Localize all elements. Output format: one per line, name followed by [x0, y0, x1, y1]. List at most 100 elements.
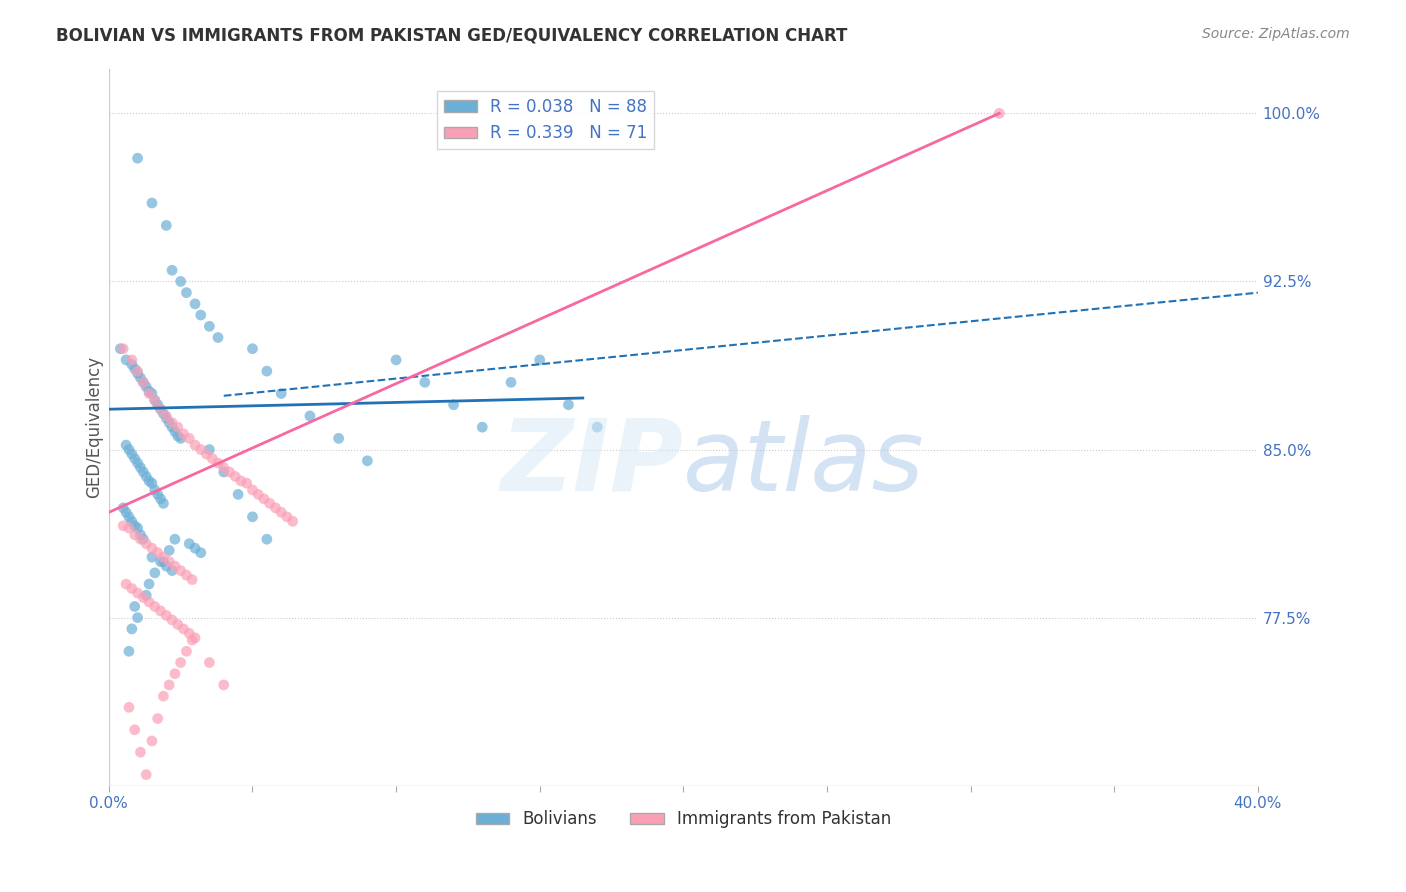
Point: [179, 431, 201, 445]
Point: [127, 456, 149, 470]
Point: [124, 723, 146, 737]
Point: [138, 386, 160, 401]
Point: [586, 420, 609, 434]
Point: [155, 409, 177, 423]
Point: [135, 767, 157, 781]
Point: [328, 431, 350, 445]
Point: [149, 491, 172, 506]
Point: [149, 555, 172, 569]
Point: [124, 599, 146, 614]
Point: [281, 514, 304, 528]
Point: [169, 656, 191, 670]
Point: [276, 509, 298, 524]
Point: [160, 613, 183, 627]
Point: [155, 608, 177, 623]
Point: [141, 386, 163, 401]
Point: [152, 407, 174, 421]
Point: [160, 564, 183, 578]
Point: [224, 469, 246, 483]
Text: atlas: atlas: [683, 415, 925, 511]
Point: [242, 483, 264, 497]
Point: [127, 586, 149, 600]
Point: [127, 151, 149, 165]
Point: [143, 599, 166, 614]
Point: [115, 352, 138, 367]
Point: [160, 263, 183, 277]
Point: [141, 476, 163, 491]
Point: [121, 447, 143, 461]
Point: [115, 438, 138, 452]
Point: [115, 577, 138, 591]
Point: [129, 371, 152, 385]
Point: [146, 546, 169, 560]
Point: [132, 591, 155, 605]
Point: [181, 573, 204, 587]
Point: [110, 342, 132, 356]
Point: [256, 533, 278, 547]
Point: [121, 358, 143, 372]
Point: [157, 678, 180, 692]
Point: [247, 487, 270, 501]
Point: [259, 496, 281, 510]
Point: [166, 429, 188, 443]
Point: [132, 465, 155, 479]
Point: [201, 451, 224, 466]
Point: [264, 500, 287, 515]
Point: [385, 352, 408, 367]
Point: [112, 500, 135, 515]
Point: [141, 734, 163, 748]
Point: [135, 469, 157, 483]
Point: [149, 604, 172, 618]
Point: [207, 456, 229, 470]
Point: [124, 451, 146, 466]
Point: [135, 380, 157, 394]
Point: [132, 376, 155, 390]
Point: [127, 610, 149, 624]
Point: [141, 196, 163, 211]
Point: [242, 509, 264, 524]
Point: [176, 568, 198, 582]
Y-axis label: GED/Equivalency: GED/Equivalency: [86, 356, 103, 499]
Point: [499, 376, 522, 390]
Point: [557, 398, 579, 412]
Point: [127, 367, 149, 381]
Point: [190, 442, 212, 457]
Point: [270, 386, 292, 401]
Point: [129, 527, 152, 541]
Point: [115, 505, 138, 519]
Point: [270, 505, 292, 519]
Point: [129, 460, 152, 475]
Point: [138, 595, 160, 609]
Point: [184, 297, 207, 311]
Point: [135, 588, 157, 602]
Point: [121, 514, 143, 528]
Point: [173, 622, 195, 636]
Point: [157, 543, 180, 558]
Point: [141, 541, 163, 556]
Point: [235, 476, 257, 491]
Point: [118, 442, 141, 457]
Point: [184, 438, 207, 452]
Point: [356, 454, 378, 468]
Point: [146, 398, 169, 412]
Point: [132, 533, 155, 547]
Point: [207, 330, 229, 344]
Point: [160, 420, 183, 434]
Text: Source: ZipAtlas.com: Source: ZipAtlas.com: [1202, 27, 1350, 41]
Point: [226, 487, 249, 501]
Point: [132, 376, 155, 390]
Point: [157, 416, 180, 430]
Point: [195, 447, 218, 461]
Point: [198, 319, 221, 334]
Point: [112, 518, 135, 533]
Point: [155, 411, 177, 425]
Point: [160, 416, 183, 430]
Point: [143, 566, 166, 580]
Point: [149, 402, 172, 417]
Point: [146, 712, 169, 726]
Point: [173, 426, 195, 441]
Point: [146, 487, 169, 501]
Point: [176, 285, 198, 300]
Point: [152, 555, 174, 569]
Point: [988, 106, 1011, 120]
